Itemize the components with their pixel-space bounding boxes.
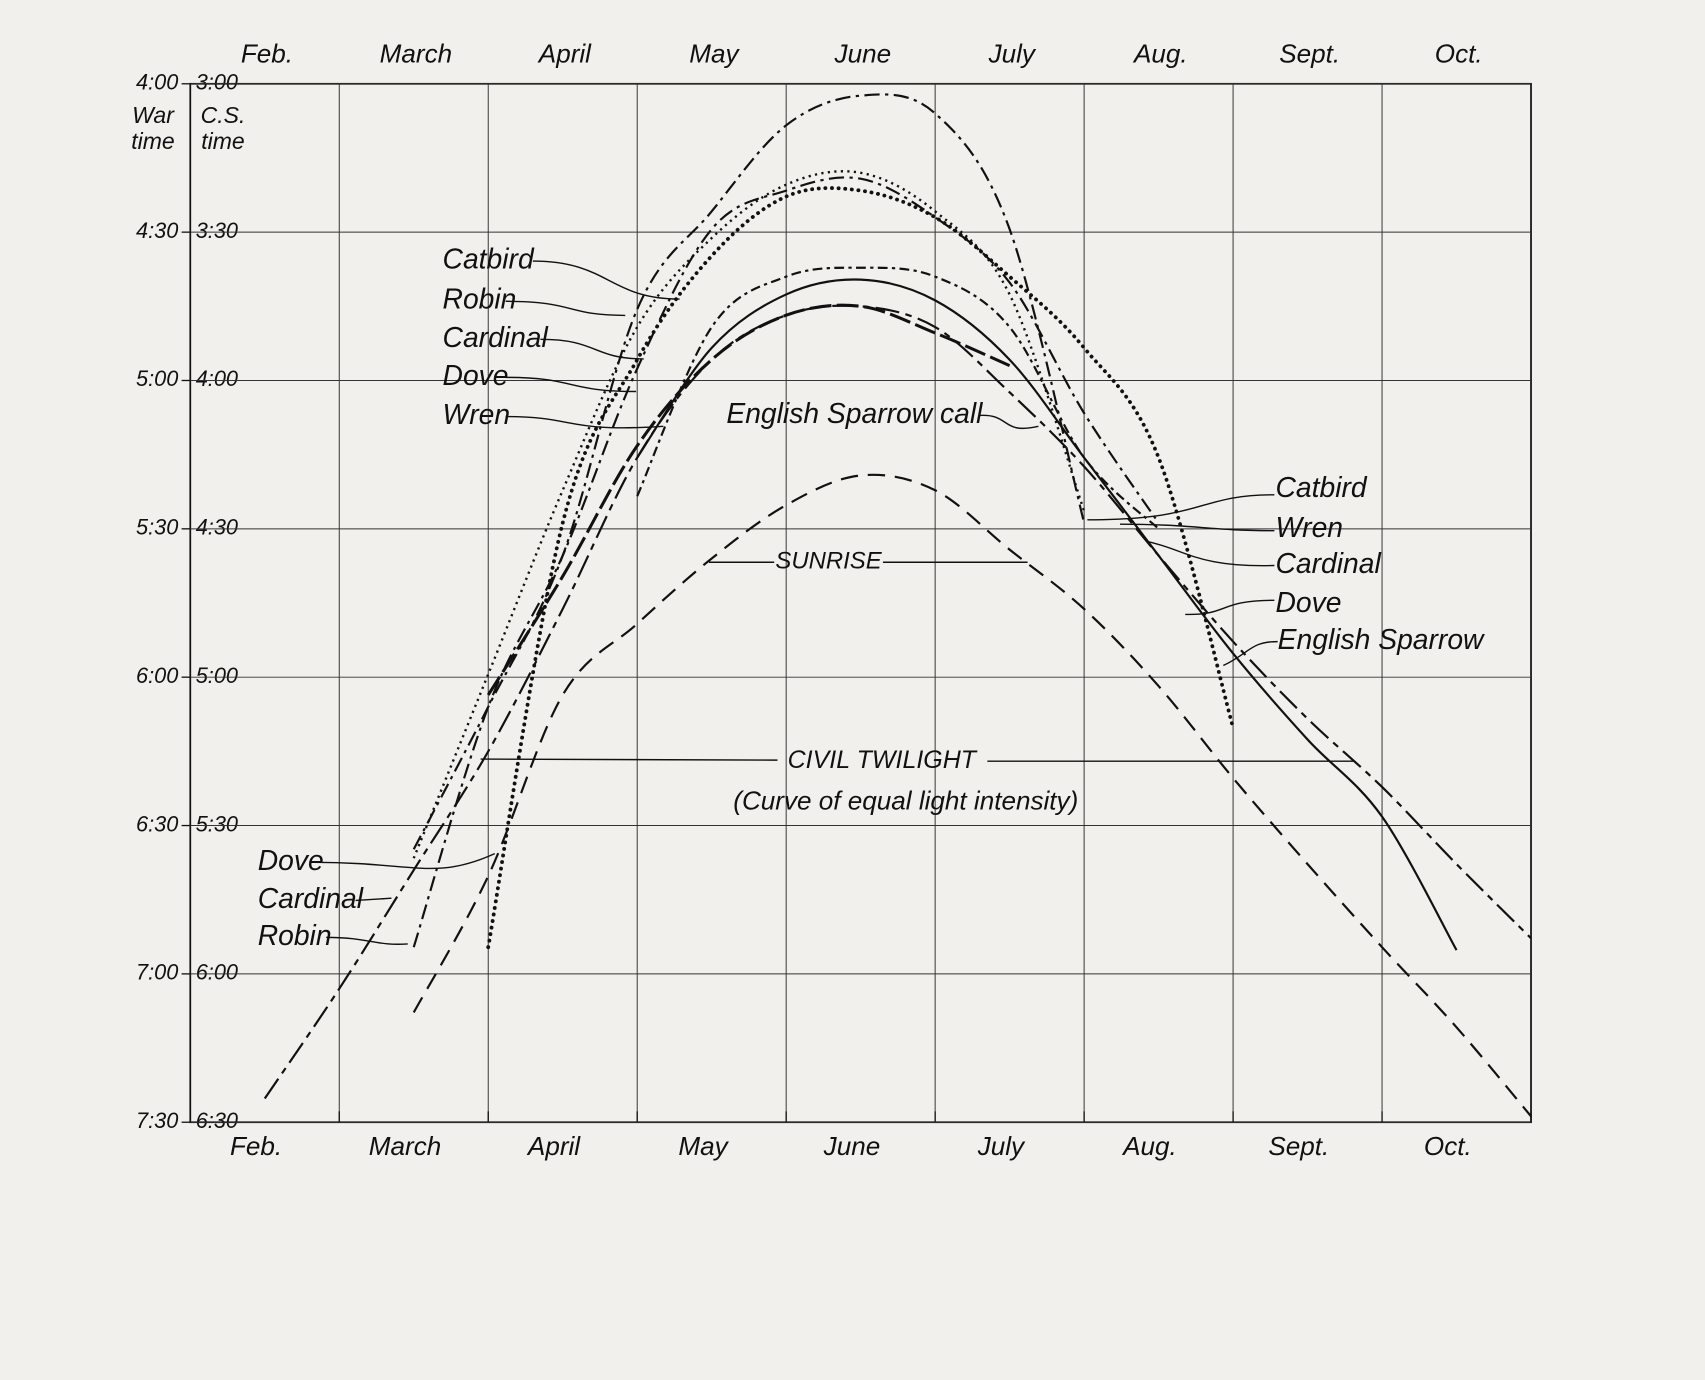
y2-tick-label: 4:00 bbox=[136, 70, 178, 95]
series-label: Wren bbox=[443, 398, 511, 430]
series-label: Dove bbox=[443, 359, 509, 391]
x-tick-label: Feb. bbox=[230, 1131, 282, 1161]
y2-tick-label: 4:30 bbox=[136, 218, 178, 243]
x-tick-label: June bbox=[823, 1131, 881, 1161]
y-tick-label: 6:30 bbox=[196, 1108, 238, 1133]
leader-arrow bbox=[326, 936, 408, 945]
x-tick-label: Sept. bbox=[1268, 1131, 1329, 1161]
x-top-label: Oct. bbox=[1435, 38, 1483, 68]
leader-arrow bbox=[1119, 523, 1275, 532]
series-line bbox=[412, 176, 1160, 948]
y-tick-label: 5:30 bbox=[196, 811, 238, 836]
x-top-label: April bbox=[537, 38, 592, 68]
y2-tick-label: 5:30 bbox=[136, 515, 178, 540]
y2-tick-label: 7:00 bbox=[136, 960, 178, 985]
y-tick-label: 4:00 bbox=[196, 366, 238, 391]
series-line bbox=[412, 170, 1086, 859]
leader-arrow bbox=[1087, 494, 1275, 521]
x-top-label: June bbox=[834, 38, 892, 68]
series-label: English Sparrow call bbox=[726, 397, 983, 429]
series-label: English Sparrow bbox=[1278, 623, 1485, 655]
y2-tick-label: 5:00 bbox=[136, 366, 178, 391]
series-label: Cardinal bbox=[258, 882, 364, 914]
x-tick-label: Aug. bbox=[1121, 1131, 1177, 1161]
y-tick-label: 3:30 bbox=[196, 218, 238, 243]
y-tick-label: 6:00 bbox=[196, 960, 238, 985]
leader-arrow bbox=[505, 415, 664, 429]
y-tick-label: 3:00 bbox=[196, 70, 238, 95]
x-tick-label: July bbox=[977, 1131, 1026, 1161]
series-line bbox=[412, 473, 1532, 1117]
leader-arrow bbox=[505, 300, 626, 317]
y2-tick-label: 7:30 bbox=[136, 1108, 178, 1133]
series-line bbox=[486, 303, 1011, 696]
leader-arrow bbox=[480, 758, 1354, 762]
leader-arrow bbox=[978, 414, 1039, 430]
leader-arrow bbox=[355, 897, 392, 902]
x-top-label: March bbox=[380, 38, 452, 68]
series-label: Robin bbox=[443, 283, 517, 315]
x-top-label: Feb. bbox=[241, 38, 293, 68]
series-label: SUNRISE bbox=[775, 548, 882, 575]
x-tick-label: April bbox=[526, 1131, 581, 1161]
series-label: Cardinal bbox=[443, 321, 549, 353]
y-tick-label: 5:00 bbox=[196, 663, 238, 688]
series-label: Catbird bbox=[443, 243, 535, 275]
y2-axis-title: War time bbox=[131, 102, 175, 154]
x-top-label: May bbox=[689, 38, 740, 68]
x-top-label: July bbox=[988, 38, 1037, 68]
annotation: (Curve of equal light intensity) bbox=[733, 785, 1078, 815]
leader-arrow bbox=[540, 338, 644, 360]
y-axis-title: C.S. time bbox=[200, 102, 246, 154]
x-tick-label: March bbox=[369, 1131, 441, 1161]
series-label: Robin bbox=[258, 919, 332, 951]
leader-arrow bbox=[532, 260, 680, 300]
series-line bbox=[412, 93, 1086, 850]
x-top-label: Aug. bbox=[1132, 38, 1188, 68]
x-tick-label: Oct. bbox=[1424, 1131, 1472, 1161]
series-line bbox=[263, 304, 1532, 1100]
series-label: Cardinal bbox=[1275, 547, 1381, 579]
series-line bbox=[486, 186, 1235, 950]
leader-arrow bbox=[1147, 540, 1275, 567]
leader-arrow bbox=[1222, 640, 1278, 667]
y2-tick-label: 6:30 bbox=[136, 811, 178, 836]
leader-arrow bbox=[505, 376, 637, 393]
leader-arrow bbox=[1185, 599, 1275, 616]
series-label: Catbird bbox=[1275, 471, 1367, 503]
series-label: Dove bbox=[258, 844, 324, 876]
x-top-label: Sept. bbox=[1279, 38, 1340, 68]
x-tick-label: May bbox=[678, 1131, 729, 1161]
series-label: CIVIL TWILIGHT bbox=[788, 746, 978, 774]
series-label: Wren bbox=[1275, 511, 1343, 543]
series-label: Dove bbox=[1275, 586, 1341, 618]
leader-arrow bbox=[315, 853, 496, 870]
y-tick-label: 4:30 bbox=[196, 515, 238, 540]
y2-tick-label: 6:00 bbox=[136, 663, 178, 688]
